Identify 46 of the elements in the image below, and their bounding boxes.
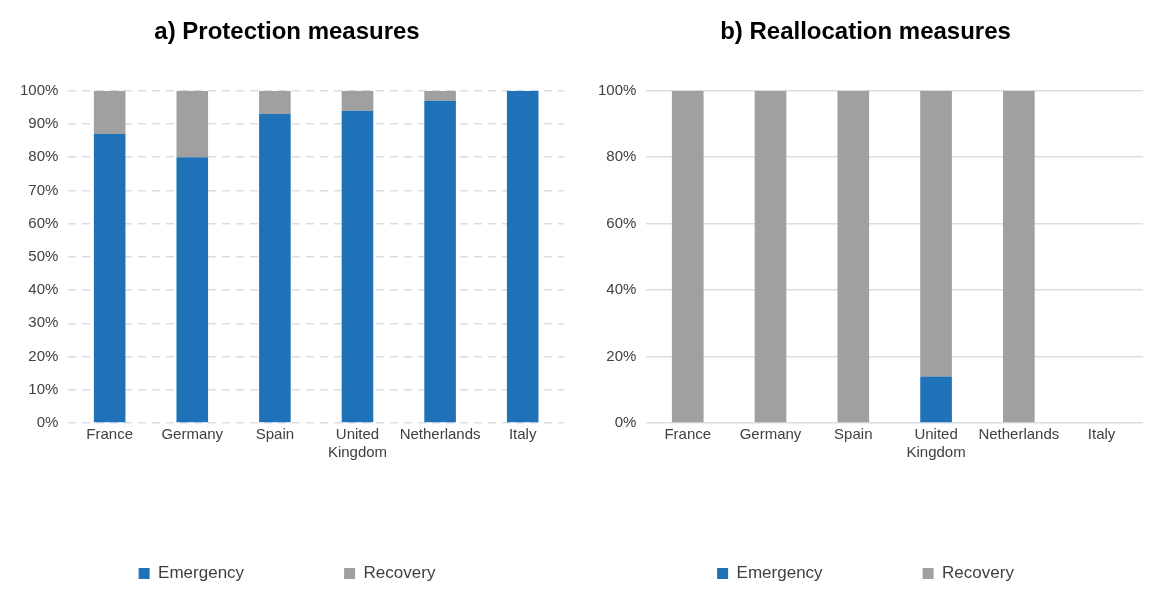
y-tick-label: 40% [28, 280, 59, 298]
x-tick-label: France [664, 425, 712, 443]
legend-label: Recovery [942, 563, 1015, 583]
x-tick-label: France [86, 425, 134, 443]
x-tick-label: Netherlands [978, 425, 1060, 443]
bar [93, 90, 126, 134]
y-tick-label: 30% [28, 313, 59, 331]
bar [424, 100, 456, 423]
chart-title: b) Reallocation measures [720, 17, 1011, 45]
bar [176, 90, 209, 158]
y-tick-label: 10% [28, 379, 59, 397]
x-tick-label: United Kingdom [327, 425, 388, 461]
bar [259, 90, 291, 115]
y-tick-label: 90% [28, 114, 59, 132]
bar [424, 90, 456, 101]
y-tick-label: 40% [606, 280, 637, 298]
y-tick-label: 20% [28, 346, 59, 364]
y-tick-label: 100% [597, 80, 637, 98]
x-tick-label: Netherlands [399, 425, 481, 443]
y-tick-label: 60% [28, 213, 59, 231]
bar [506, 90, 539, 423]
y-tick-label: 20% [606, 346, 637, 364]
bar [93, 133, 126, 423]
x-tick-label: Germany [161, 425, 224, 443]
y-tick-label: 0% [36, 413, 59, 431]
legend-label: Emergency [736, 563, 824, 583]
y-tick-label: 60% [606, 213, 637, 231]
y-tick-label: 0% [614, 413, 637, 431]
x-tick-label: Germany [739, 425, 802, 443]
x-tick-label: United Kingdom [906, 425, 966, 461]
x-tick-label: Spain [255, 425, 295, 443]
bar [341, 90, 374, 111]
y-tick-label: 70% [28, 180, 59, 198]
y-tick-label: 100% [19, 80, 59, 98]
bar [341, 110, 374, 423]
bar [176, 157, 209, 423]
bar [259, 114, 291, 423]
y-tick-label: 80% [28, 147, 59, 165]
y-tick-label: 50% [28, 247, 59, 265]
legend-label: Recovery [363, 563, 436, 583]
legend-label: Emergency [158, 563, 245, 583]
x-tick-label: Italy [508, 425, 537, 443]
y-tick-label: 80% [606, 147, 637, 165]
x-tick-label: Spain [834, 425, 873, 443]
x-tick-label: Italy [1087, 425, 1116, 443]
chart-title: a) Protection measures [154, 17, 420, 45]
